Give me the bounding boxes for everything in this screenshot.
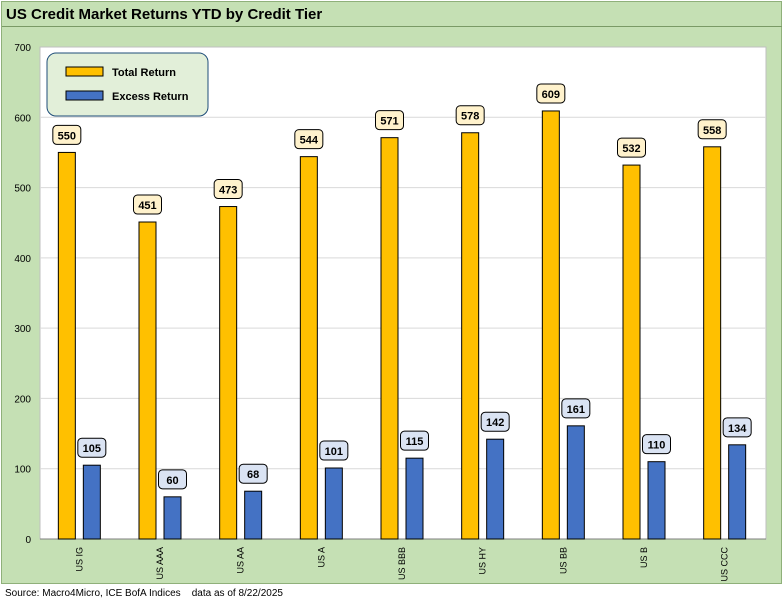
- y-tick-label: 0: [25, 535, 31, 546]
- bar-total: [138, 221, 157, 540]
- y-tick-label: 700: [14, 43, 31, 54]
- legend-label: Total Return: [112, 67, 176, 79]
- data-label: 609: [542, 89, 560, 101]
- x-tick-label: US BB: [558, 547, 568, 574]
- data-label-box: [480, 411, 510, 432]
- legend-swatch: [65, 66, 104, 77]
- data-label-box: [375, 110, 404, 131]
- data-label: 558: [703, 125, 721, 137]
- bar-excess: [163, 496, 182, 540]
- data-label-box: [697, 119, 727, 140]
- data-label: 68: [247, 469, 259, 481]
- x-tick-label: US AAA: [155, 547, 165, 580]
- x-tick-label: US CCC: [720, 547, 730, 582]
- data-label: 578: [461, 111, 479, 123]
- data-label: 544: [300, 135, 319, 147]
- legend-box: [46, 52, 209, 117]
- x-tick-label: US BBB: [397, 547, 407, 580]
- legend-label: Excess Return: [112, 91, 189, 103]
- data-label-box: [455, 105, 485, 126]
- data-label-box: [77, 437, 107, 458]
- y-tick-label: 300: [14, 324, 31, 335]
- y-tick-label: 600: [14, 113, 31, 124]
- data-label: 115: [406, 436, 424, 448]
- x-tick-label: US B: [639, 547, 649, 568]
- data-label: 105: [83, 443, 101, 455]
- data-label-box: [536, 83, 566, 104]
- data-label: 550: [58, 130, 76, 142]
- data-label-box: [238, 463, 268, 484]
- x-tick-label: US HY: [478, 547, 488, 575]
- source-text: Source: Macro4Micro, ICE BofA Indices: [5, 588, 181, 599]
- data-label: 60: [166, 475, 178, 487]
- bar-total: [703, 146, 722, 540]
- chart-title: US Credit Market Returns YTD by Credit T…: [6, 6, 323, 23]
- data-label-box: [52, 124, 82, 145]
- bar-total: [219, 206, 238, 540]
- bar-excess: [405, 457, 424, 540]
- data-label-box: [133, 194, 162, 215]
- data-label-box: [213, 179, 243, 200]
- x-tick-label: US A: [316, 547, 326, 568]
- plot-area: [39, 46, 767, 540]
- bar-excess: [566, 425, 585, 540]
- data-label: 161: [567, 404, 585, 416]
- data-label-box: [561, 398, 591, 419]
- data-label: 451: [138, 200, 156, 212]
- source-note: Source: Macro4Micro, ICE BofA Indices da…: [5, 588, 283, 599]
- data-label: 134: [728, 423, 747, 435]
- bar-excess: [647, 461, 666, 540]
- data-label-box: [319, 440, 349, 461]
- title-divider: [2, 26, 782, 27]
- data-label: 101: [325, 446, 343, 458]
- x-tick-label: US IG: [74, 547, 84, 572]
- bar-total: [57, 151, 76, 540]
- y-tick-label: 100: [14, 465, 31, 476]
- data-label-box: [642, 434, 671, 455]
- bar-total: [380, 137, 399, 540]
- data-label: 571: [380, 116, 398, 128]
- data-label: 473: [219, 185, 237, 197]
- bar-total: [461, 132, 480, 540]
- bar-excess: [486, 438, 505, 540]
- x-tick-label: US AA: [236, 547, 246, 574]
- bar-excess: [728, 444, 747, 540]
- data-label: 110: [648, 440, 666, 452]
- bar-total: [299, 156, 318, 540]
- y-tick-label: 200: [14, 394, 31, 405]
- data-label-box: [722, 417, 752, 438]
- legend-swatch: [65, 90, 104, 101]
- data-label-box: [400, 430, 429, 451]
- bar-excess: [324, 467, 343, 540]
- date-note: data as of 8/22/2025: [191, 588, 283, 599]
- data-label: 532: [622, 143, 640, 155]
- y-tick-label: 400: [14, 254, 31, 265]
- bar-total: [541, 110, 560, 540]
- bar-excess: [82, 464, 101, 540]
- data-label-box: [294, 129, 324, 150]
- data-label-box: [158, 469, 187, 490]
- data-label-box: [617, 137, 646, 158]
- y-tick-label: 500: [14, 184, 31, 195]
- bar-total: [622, 164, 641, 540]
- data-label: 142: [486, 417, 504, 429]
- bar-excess: [244, 490, 263, 540]
